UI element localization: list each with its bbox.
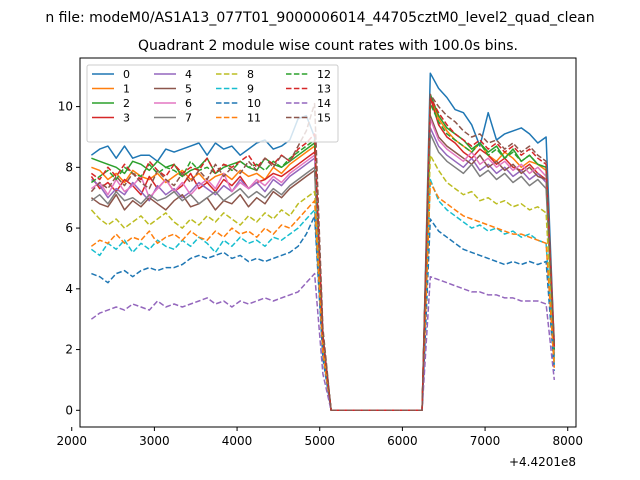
- series-line-11: [90, 181, 556, 412]
- chart-title: Quadrant 2 module wise count rates with …: [138, 38, 518, 54]
- series-line-14: [90, 272, 556, 412]
- series-layer: [90, 72, 556, 412]
- legend-label-14: 14: [317, 97, 331, 110]
- legend-label-11: 11: [247, 112, 261, 125]
- x-tick-label: 8000: [552, 434, 583, 448]
- axes-frame: [79, 57, 577, 428]
- x-offset-label: +4.4201e8: [509, 455, 576, 469]
- legend-label-12: 12: [317, 68, 331, 81]
- x-tick-label: 3000: [139, 434, 170, 448]
- y-tick-label: 4: [65, 282, 73, 296]
- legend-label-10: 10: [247, 97, 261, 110]
- legend-label-7: 7: [185, 112, 192, 125]
- x-tick-label: 4000: [222, 434, 253, 448]
- series-line-1: [91, 96, 556, 412]
- y-tick-label: 8: [65, 160, 73, 174]
- legend-label-13: 13: [317, 83, 331, 96]
- legend-label-8: 8: [247, 68, 254, 81]
- y-tick-label: 2: [65, 343, 73, 357]
- legend-frame: [86, 64, 339, 143]
- y-tick-label: 0: [65, 403, 73, 417]
- series-line-3: [90, 96, 556, 412]
- x-tick-label: 7000: [470, 434, 501, 448]
- legend-label-15: 15: [317, 112, 331, 125]
- legend-label-1: 1: [123, 83, 130, 96]
- x-tick-label: 5000: [304, 434, 335, 448]
- legend-label-3: 3: [123, 112, 130, 125]
- ticks-layer: 2000 3000 4000 5000 6000 7000 8000 0 2 4 6 8 10: [56, 100, 583, 448]
- legend-label-6: 6: [185, 97, 192, 110]
- legend-label-9: 9: [247, 83, 254, 96]
- legend-label-2: 2: [123, 97, 130, 110]
- legend-label-4: 4: [185, 68, 192, 81]
- legend-label-5: 5: [185, 83, 192, 96]
- figure-suptitle: n file: modeM0/AS1A13_077T01_9000006014_…: [45, 10, 594, 26]
- x-tick-label: 6000: [387, 434, 418, 448]
- series-line-15: [90, 93, 556, 412]
- series-line-13: [90, 96, 556, 412]
- y-tick-label: 6: [65, 221, 73, 235]
- legend-label-0: 0: [123, 68, 130, 81]
- x-tick-label: 2000: [56, 434, 87, 448]
- y-tick-label: 10: [58, 100, 73, 114]
- series-line-10: [91, 215, 556, 412]
